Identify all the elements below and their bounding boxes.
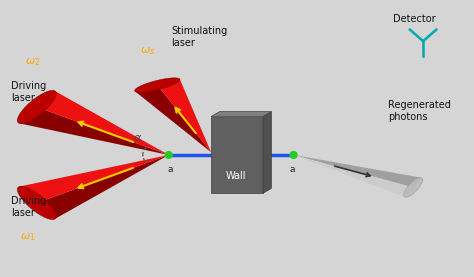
Polygon shape — [18, 186, 56, 219]
Text: $\alpha$: $\alpha$ — [134, 134, 143, 143]
Text: a: a — [167, 165, 173, 174]
Polygon shape — [19, 107, 169, 155]
Text: Regenerated
photons: Regenerated photons — [388, 100, 451, 122]
Text: Stimulating
laser: Stimulating laser — [171, 26, 227, 48]
Polygon shape — [263, 112, 272, 193]
Polygon shape — [404, 178, 422, 197]
Polygon shape — [37, 155, 169, 219]
Polygon shape — [37, 91, 169, 155]
Polygon shape — [211, 117, 263, 193]
Polygon shape — [211, 112, 272, 117]
Text: Detector: Detector — [392, 14, 435, 24]
Text: a: a — [290, 165, 295, 174]
Polygon shape — [19, 155, 169, 203]
Polygon shape — [135, 78, 180, 92]
Polygon shape — [18, 90, 56, 124]
Polygon shape — [157, 79, 211, 152]
Text: Driving
laser: Driving laser — [11, 81, 46, 103]
Polygon shape — [293, 155, 413, 197]
Polygon shape — [135, 85, 211, 152]
Polygon shape — [293, 155, 421, 188]
Text: $\omega_s$: $\omega_s$ — [140, 45, 155, 57]
Text: $\omega_1$: $\omega_1$ — [20, 231, 36, 243]
Text: $\omega_2$: $\omega_2$ — [25, 56, 40, 68]
Point — [165, 153, 173, 157]
Text: Wall: Wall — [225, 171, 246, 181]
Text: Driving
laser: Driving laser — [11, 196, 46, 218]
Point — [290, 153, 297, 157]
